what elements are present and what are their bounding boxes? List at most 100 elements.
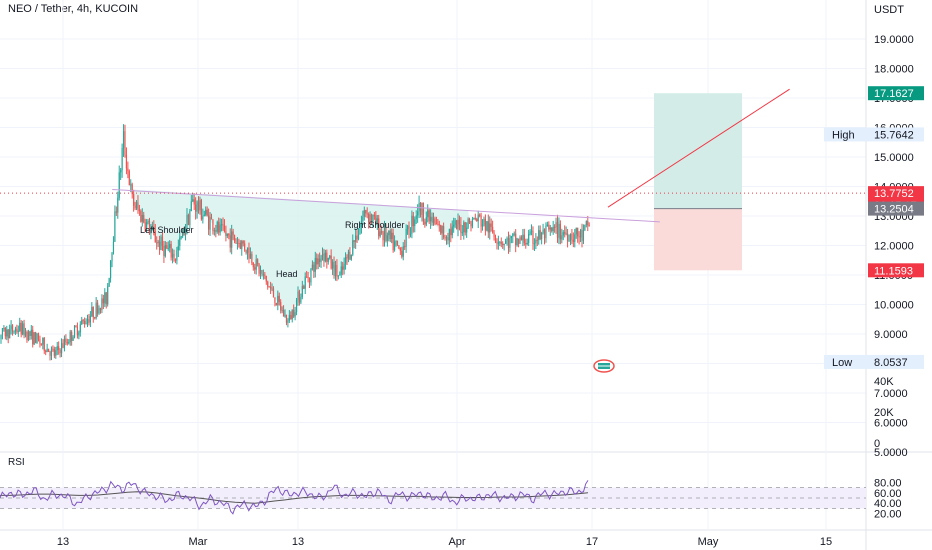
candle-body: [33, 332, 35, 345]
candle-body: [114, 211, 116, 242]
candle-body: [356, 235, 358, 240]
price-badge: [868, 86, 924, 101]
candle-body: [546, 224, 548, 226]
flag-icon[interactable]: [593, 359, 615, 373]
candle-body: [36, 333, 38, 344]
candle-body: [388, 230, 390, 236]
candle-body: [151, 226, 153, 230]
candle-body: [20, 322, 22, 335]
candle-body: [81, 320, 83, 325]
pattern-annotation: Left Shoulder: [140, 225, 194, 235]
candle-body: [246, 247, 249, 254]
pattern-annotation: Right Shoulder: [345, 220, 405, 230]
candle-body: [520, 237, 523, 241]
candle-body: [404, 246, 406, 248]
candle-body: [144, 222, 146, 230]
candle-body: [300, 297, 302, 303]
candle-body: [148, 221, 151, 234]
candle-body: [45, 350, 47, 352]
price-tick: 18.0000: [874, 64, 914, 76]
candle-body: [350, 254, 352, 260]
candle-body: [140, 210, 142, 222]
candle-body: [251, 253, 253, 263]
candle-body: [225, 231, 227, 236]
candle-body: [196, 201, 198, 212]
candle-body: [138, 209, 141, 211]
candle-body: [512, 234, 514, 237]
candle-body: [105, 292, 107, 305]
candle-body: [392, 232, 394, 251]
candle-body: [39, 339, 41, 344]
price-badge: [868, 201, 924, 216]
candle-body: [210, 217, 213, 220]
candle-body: [187, 214, 190, 225]
candle-body: [107, 286, 109, 305]
time-tick: 17: [586, 536, 598, 548]
candle-body: [13, 331, 15, 333]
candle-body: [575, 227, 577, 235]
candle-body: [474, 218, 476, 220]
candle-body: [161, 236, 164, 246]
candle-body: [73, 325, 76, 338]
candle-body: [137, 202, 139, 210]
candle-body: [29, 331, 31, 336]
candle-body: [552, 226, 554, 232]
candle-body: [66, 342, 68, 344]
volume-tick: 20K: [874, 407, 894, 419]
candle-body: [146, 222, 148, 230]
candle-body: [174, 258, 177, 261]
candle-body: [91, 306, 93, 317]
candle-body: [432, 218, 435, 223]
candle-body: [241, 241, 243, 249]
time-tick: Mar: [189, 536, 208, 548]
candle-body: [215, 230, 217, 232]
candle-body: [102, 298, 104, 304]
candle-body: [311, 264, 314, 269]
candle-body: [487, 221, 489, 233]
candle-body: [108, 278, 110, 287]
candle-body: [58, 346, 60, 350]
candle-body: [30, 329, 32, 336]
candle-body: [523, 234, 525, 244]
candle-body: [160, 236, 162, 250]
target-zone: [654, 93, 742, 209]
candle-body: [268, 286, 270, 288]
candle-body: [35, 332, 37, 344]
candle-body: [195, 204, 197, 212]
candle-body: [564, 232, 566, 234]
candle-body: [287, 320, 289, 323]
candle-body: [438, 224, 440, 226]
candle-body: [316, 257, 318, 265]
candle-body: [306, 276, 308, 278]
candle-body: [97, 302, 99, 314]
candle-body: [330, 255, 332, 269]
candle-body: [252, 262, 254, 268]
candle-body: [242, 241, 244, 244]
candle-body: [59, 349, 61, 354]
candle-body: [280, 301, 282, 311]
candle-body: [375, 215, 377, 225]
candle-body: [176, 250, 178, 261]
candle-body: [99, 308, 102, 311]
price-badge-text: 13.7752: [874, 188, 914, 200]
candle-body: [55, 350, 57, 356]
candle-body: [239, 243, 241, 249]
candle-body: [275, 302, 277, 306]
candle-body: [460, 224, 462, 233]
candle-body: [189, 211, 191, 225]
candle-body: [314, 257, 316, 272]
candle-body: [441, 226, 443, 234]
volume-tick: 0: [874, 438, 880, 450]
candle-body: [480, 215, 482, 227]
candle-body: [412, 215, 414, 227]
chart-title: NEO / Tether, 4h, KUCOIN: [8, 3, 139, 15]
candle-body: [208, 215, 210, 230]
candle-body: [76, 326, 79, 336]
candle-body: [461, 232, 463, 234]
candle-body: [507, 238, 510, 249]
candle-body: [476, 219, 478, 222]
candle-body: [75, 325, 77, 327]
candle-body: [555, 222, 557, 228]
candle-body: [324, 252, 326, 262]
